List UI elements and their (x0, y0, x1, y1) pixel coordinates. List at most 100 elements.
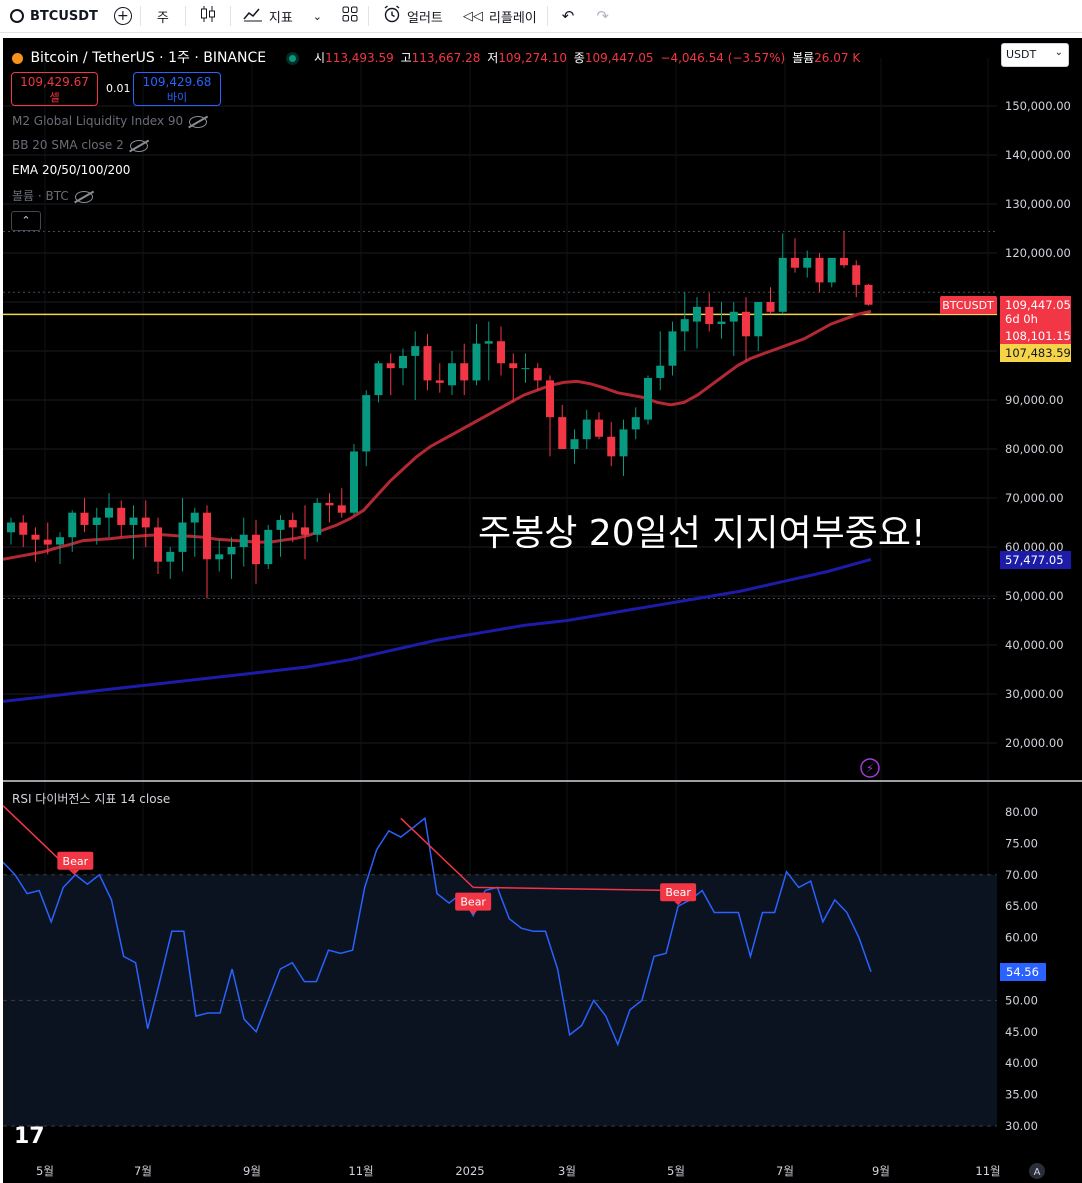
rsi-tick-label: 60.00 (1005, 931, 1038, 945)
indicators-label: 지표 (268, 10, 293, 26)
candle (141, 500, 150, 547)
candle (386, 353, 395, 396)
hidden-eye-icon[interactable] (74, 190, 93, 203)
candle-body (656, 365, 665, 378)
collapse-legend-button[interactable]: ⌃ (11, 211, 41, 231)
candle (693, 297, 701, 349)
chart-annotation[interactable]: 주봉상 20일선 지지여부중요! (478, 513, 925, 554)
layouts-button[interactable] (332, 0, 368, 32)
candle (43, 522, 52, 555)
lightning-glyph: ⚡ (866, 762, 874, 775)
price-tick-label: 130,000.00 (1005, 197, 1071, 211)
candle-body (509, 363, 518, 369)
candle (411, 331, 420, 400)
indicators-button[interactable]: 지표 ⌄ (231, 0, 332, 32)
alert-button[interactable]: 얼러트 (369, 0, 453, 32)
rewind-icon: ◁◁ (462, 8, 483, 24)
time-tick-label: 7월 (134, 1164, 152, 1178)
candle-body (815, 257, 824, 283)
candle (203, 505, 211, 599)
sell-button[interactable]: 109,429.67 셀 (11, 72, 98, 106)
rsi-tick-label: 35.00 (1005, 1088, 1038, 1102)
candle-body (827, 257, 836, 283)
top-toolbar: BTCUSDT + 주 지표 ⌄ 얼러트 ◁◁ 리플레이 ↶ (0, 0, 1082, 33)
candle (288, 512, 297, 543)
candle (705, 293, 714, 332)
candle-body (68, 512, 77, 538)
bear-marker-label: Bear (63, 855, 89, 868)
currency-label: USDT (1006, 48, 1037, 61)
redo-button[interactable]: ↷ (588, 0, 617, 32)
candle (190, 507, 199, 557)
undo-button[interactable]: ↶ (548, 0, 589, 32)
candle (778, 233, 787, 315)
candle (766, 287, 775, 315)
symbol-search-button[interactable]: BTCUSDT (0, 0, 106, 32)
low-label: 저 (487, 51, 499, 65)
candle (509, 353, 518, 403)
candle-body (423, 346, 432, 381)
interval-button[interactable]: 주 (141, 0, 185, 32)
countdown-label: 6d 0h (1005, 312, 1038, 326)
ema200-line (3, 557, 872, 703)
ema200-price-label: 57,477.05 (1005, 553, 1064, 567)
chart-type-button[interactable] (186, 0, 230, 32)
candle (472, 324, 481, 386)
candle (460, 343, 469, 396)
compare-button[interactable]: + (106, 0, 140, 32)
candle-body (252, 534, 260, 565)
time-tick-label: 5월 (667, 1164, 685, 1178)
chart-svg[interactable]: Bear Bear Bear 20,000.00 30,000.00 40,000.00… (3, 38, 1082, 1183)
price-tick-label: 80,000.00 (1005, 442, 1064, 456)
candle-body (239, 534, 248, 547)
chart-container[interactable]: Bear Bear Bear 20,000.00 30,000.00 40,000.00… (3, 38, 1082, 1183)
replay-label: 리플레이 (488, 10, 537, 26)
candle-body (558, 417, 567, 449)
auto-scale-button[interactable] (1029, 1163, 1045, 1179)
rsi-tick-label: 40.00 (1005, 1056, 1038, 1070)
redo-icon: ↷ (596, 7, 609, 25)
bear-marker-bg (455, 892, 492, 911)
candle-body (105, 507, 113, 518)
candle-body (154, 527, 162, 562)
candle-body (362, 395, 371, 452)
candle (644, 375, 652, 425)
chevron-up-icon: ⌃ (21, 214, 31, 227)
candle-body (43, 539, 52, 545)
hidden-eye-icon[interactable] (129, 139, 148, 152)
candle-body (264, 529, 273, 565)
price-tick-label: 40,000.00 (1005, 638, 1064, 652)
currency-select[interactable]: USDT ⌄ (1001, 43, 1069, 67)
candle-body (129, 517, 138, 525)
buy-label: 바이 (166, 91, 188, 104)
candle (105, 493, 113, 538)
symbol-tag-bg (940, 296, 997, 314)
hidden-eye-icon[interactable] (189, 115, 208, 128)
buy-button[interactable]: 109,429.68 바이 (133, 72, 221, 106)
last-price-bg (1000, 296, 1071, 352)
bear-marker-pointer (469, 910, 478, 915)
indicator-bb[interactable]: BB 20 SMA close 2 (12, 138, 148, 152)
candle (350, 444, 358, 516)
candle-body (56, 537, 64, 545)
tradingview-logo[interactable]: 17 (14, 1124, 45, 1149)
indicator-volume[interactable]: 볼륨 · BTC (12, 187, 93, 204)
main-legend[interactable]: Bitcoin / TetherUS · 1주 · BINANCE 시113,4… (12, 47, 860, 67)
candle-body (374, 363, 383, 396)
indicator-ema[interactable]: EMA 20/50/100/200 (12, 163, 130, 177)
indicator-m2-liquidity[interactable]: M2 Global Liquidity Index 90 (12, 114, 208, 128)
indicator-bb-label: BB 20 SMA close 2 (12, 138, 124, 152)
change-value: −4,046.54 (−3.57%) (660, 51, 786, 65)
lightning-icon[interactable] (860, 758, 880, 778)
candle (56, 532, 64, 565)
replay-button[interactable]: ◁◁ 리플레이 (453, 0, 547, 32)
alarm-clock-icon (383, 5, 401, 27)
candle (31, 527, 40, 562)
candle (399, 348, 407, 386)
bear-marker-label: Bear (665, 886, 691, 899)
candle (484, 321, 493, 381)
price-tick-label: 30,000.00 (1005, 687, 1064, 701)
rsi-title[interactable]: RSI 다이버전스 지표 14 close (12, 792, 170, 806)
candle (631, 407, 640, 440)
candle (791, 238, 799, 273)
